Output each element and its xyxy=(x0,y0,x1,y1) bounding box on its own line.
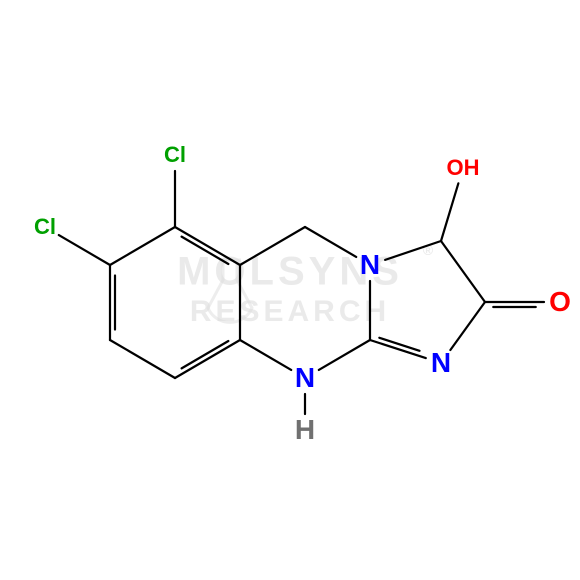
atom-oh: OH xyxy=(447,155,480,181)
atom-n1: N xyxy=(360,249,380,281)
atom-o: O xyxy=(549,286,571,318)
atom-cl2: Cl xyxy=(34,214,56,240)
atom-h: H xyxy=(295,414,315,446)
molecule-canvas xyxy=(0,0,580,580)
atom-n3: N xyxy=(431,347,451,379)
atom-n2: N xyxy=(295,362,315,394)
atom-cl1: Cl xyxy=(164,142,186,168)
